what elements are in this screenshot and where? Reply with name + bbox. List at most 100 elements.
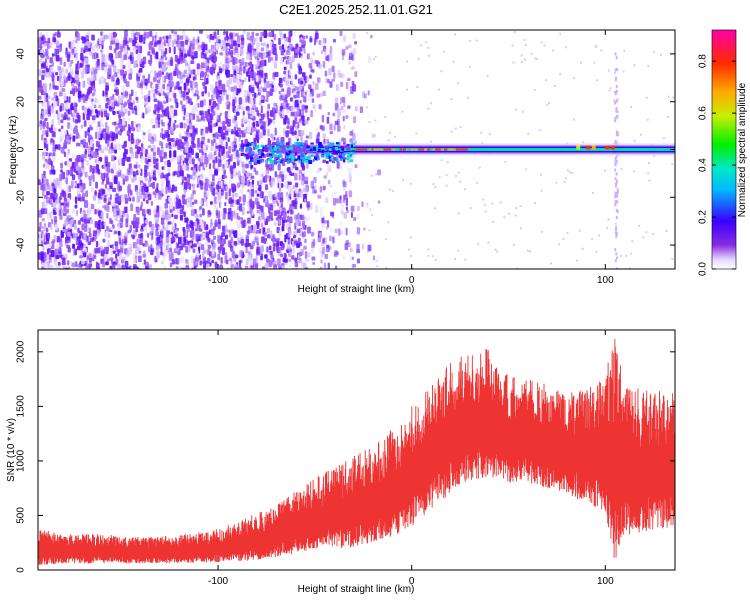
heatmap-cell <box>247 126 252 133</box>
heatmap-cell <box>136 267 140 269</box>
heatmap-cell <box>273 264 277 269</box>
heatmap-cell <box>193 93 196 97</box>
heatmap-cell <box>53 234 56 240</box>
heatmap-cell <box>169 59 174 67</box>
heatmap-cell <box>320 50 324 55</box>
heatmap-cell <box>151 233 154 240</box>
heatmap-cell <box>307 56 310 61</box>
heatmap-cell <box>297 193 300 198</box>
heatmap-cell <box>260 221 264 230</box>
heatmap-cell <box>89 156 92 160</box>
heatmap-cell <box>163 190 166 196</box>
heatmap-cell <box>346 143 350 147</box>
heatmap-cell <box>283 56 287 60</box>
heatmap-cell <box>160 119 163 125</box>
heatmap-cell <box>226 94 229 102</box>
heatmap-cell <box>104 156 109 164</box>
heatmap-cell <box>181 196 185 205</box>
heatmap-cell <box>247 53 251 61</box>
heatmap-cell <box>142 198 146 202</box>
heatmap-cell <box>278 144 283 149</box>
heatmap-cell <box>49 42 53 46</box>
heatmap-cell <box>51 130 55 138</box>
heatmap-cell <box>285 142 290 146</box>
heatmap-cell <box>95 43 98 48</box>
heatmap-cell <box>221 83 226 92</box>
heatmap-cell <box>592 191 595 194</box>
heatmap-cell <box>137 54 141 62</box>
heatmap-cell <box>298 251 303 257</box>
heatmap-cell <box>180 159 183 166</box>
heatmap-cell <box>272 59 276 65</box>
heatmap-cell <box>285 158 289 162</box>
heatmap-cell <box>325 171 328 177</box>
heatmap-cell <box>48 152 53 157</box>
heatmap-cell <box>43 170 46 176</box>
heatmap-cell <box>165 156 168 160</box>
heatmap-cell <box>204 53 207 60</box>
heatmap-cell <box>224 234 229 240</box>
heatmap-cell <box>211 174 215 182</box>
heatmap-cell <box>127 110 131 116</box>
heatmap-cell <box>377 200 381 204</box>
heatmap-cell <box>288 137 291 143</box>
heatmap-cell <box>615 182 618 186</box>
heatmap-cell <box>299 142 304 145</box>
heatmap-cell <box>512 61 515 64</box>
heatmap-cell <box>288 69 292 76</box>
heatmap-cell <box>339 155 344 159</box>
heatmap-cell <box>491 202 494 205</box>
heatmap-cell <box>173 46 176 55</box>
heatmap-cell <box>153 98 158 102</box>
heatmap-cell <box>90 67 94 76</box>
heatmap-cell <box>197 137 200 144</box>
heatmap-cell <box>275 200 279 204</box>
heatmap-cell <box>124 198 129 204</box>
heatmap-cell <box>226 267 230 269</box>
heatmap-cell <box>138 250 142 254</box>
heatmap-cell <box>367 90 370 96</box>
heatmap-cell <box>191 140 195 145</box>
heatmap-cell <box>128 163 132 170</box>
heatmap-cell <box>74 204 78 209</box>
heatmap-cell <box>218 68 223 74</box>
heatmap-cell <box>110 142 114 150</box>
heatmap-cell <box>253 167 257 173</box>
heatmap-cell <box>182 74 186 78</box>
heatmap-cell <box>233 168 237 177</box>
heatmap-cell <box>164 131 169 139</box>
heatmap-cell <box>438 88 441 91</box>
heatmap-cell <box>281 141 285 146</box>
heatmap-cell <box>297 155 301 160</box>
heatmap-cell <box>276 258 281 266</box>
heatmap-cell <box>286 160 290 164</box>
heatmap-cell <box>142 132 146 136</box>
heatmap-cell <box>87 31 91 35</box>
heatmap-cell <box>50 124 54 130</box>
heatmap-cell <box>260 59 265 67</box>
heatmap-cell <box>202 84 206 90</box>
heatmap-cell <box>41 74 45 80</box>
heatmap-cell <box>356 249 360 254</box>
heatmap-cell <box>312 238 316 246</box>
heatmap-cell <box>662 137 665 140</box>
heatmap-cell <box>141 61 145 69</box>
heatmap-cell <box>66 160 71 167</box>
heatmap-cell <box>278 148 282 151</box>
heatmap-cell <box>74 196 78 204</box>
heatmap-cell <box>343 101 346 107</box>
heatmap-cell <box>200 155 204 163</box>
heatmap-cell <box>255 185 258 189</box>
heatmap-cell <box>432 148 436 151</box>
heatmap-cell <box>232 40 237 47</box>
heatmap-cell <box>225 118 230 125</box>
heatmap-cell <box>250 200 255 209</box>
heatmap-cell <box>159 241 163 249</box>
heatmap-cell <box>79 255 83 259</box>
heatmap-cell <box>93 195 97 202</box>
heatmap-cell <box>337 150 340 154</box>
heatmap-cell <box>74 119 78 124</box>
heatmap-cell <box>109 265 113 269</box>
heatmap-cell <box>308 93 312 101</box>
